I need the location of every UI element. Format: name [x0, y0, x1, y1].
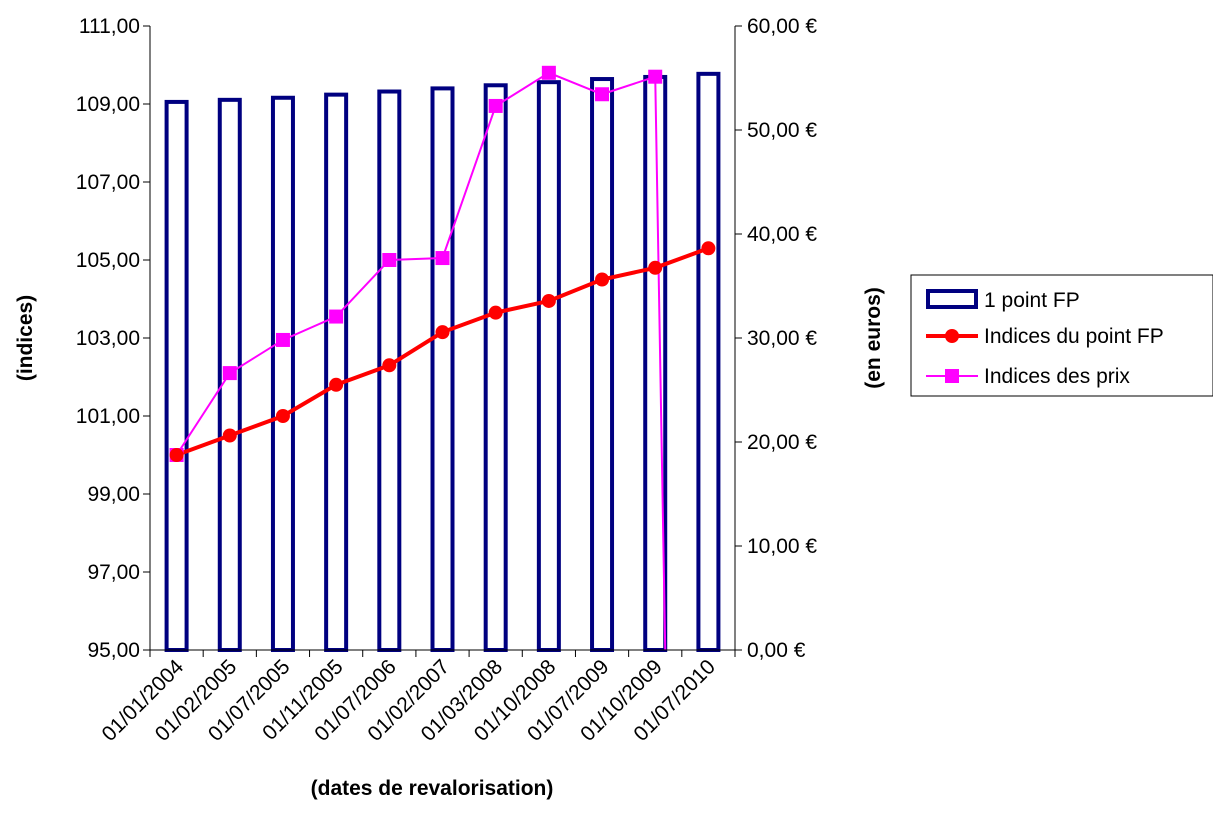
bar-point-fp	[536, 80, 561, 653]
left-tick-label: 103,00	[76, 327, 140, 350]
right-tick-label: 60,00 €	[747, 15, 817, 38]
bar-point-fp	[696, 71, 721, 652]
point-fp-index-marker	[435, 325, 450, 340]
point-fp-index-marker	[648, 260, 663, 275]
point-fp-index-marker	[541, 293, 556, 308]
bar-point-fp	[324, 92, 349, 652]
right-axis-title: (en euros)	[862, 287, 885, 389]
legend-label-magenta: Indices des prix	[984, 365, 1130, 388]
price-index-marker	[329, 309, 344, 324]
left-tick-label: 95,00	[87, 639, 140, 662]
legend-label-bar: 1 point FP	[984, 289, 1080, 312]
price-index-marker	[382, 253, 397, 267]
right-tick-label: 0,00 €	[747, 639, 806, 662]
left-tick-label: 107,00	[76, 171, 140, 194]
left-tick-label: 109,00	[76, 93, 140, 116]
bar-layer	[164, 71, 721, 653]
right-tick-label: 20,00 €	[747, 431, 817, 454]
point-fp-index-marker	[382, 358, 397, 373]
left-tick-label: 111,00	[79, 15, 140, 38]
left-tick-label: 97,00	[87, 561, 140, 584]
price-index-marker	[435, 251, 450, 266]
left-axis-title: (indices)	[14, 295, 37, 381]
legend-label-red: Indices du point FP	[984, 325, 1164, 348]
right-tick-label: 10,00 €	[747, 535, 817, 558]
point-fp-index-marker	[169, 448, 184, 462]
bar-point-fp	[483, 83, 508, 652]
legend-swatch-magenta-marker	[945, 369, 959, 383]
bar-point-fp	[643, 74, 668, 652]
price-index-marker	[488, 98, 503, 113]
bar-point-fp	[270, 95, 295, 652]
price-index-marker	[595, 87, 610, 102]
x-axis-title: (dates de revalorisation)	[311, 777, 554, 800]
bar-point-fp	[430, 86, 455, 652]
legend-swatch-red-marker	[945, 329, 959, 343]
point-fp-index-marker	[222, 428, 237, 443]
axes-layer	[143, 25, 742, 657]
left-tick-label: 99,00	[87, 483, 140, 506]
bar-point-fp	[164, 99, 189, 653]
point-fp-index-marker	[329, 377, 344, 392]
point-fp-index-marker	[701, 241, 716, 256]
point-fp-index-marker	[488, 305, 503, 320]
right-tick-label: 30,00 €	[747, 327, 817, 350]
right-tick-label: 50,00 €	[747, 119, 817, 142]
line-layer	[169, 65, 716, 651]
point-fp-index-marker	[595, 272, 610, 287]
price-index-marker	[222, 366, 237, 381]
left-tick-label: 105,00	[76, 249, 140, 272]
point-fp-index-marker	[275, 409, 290, 423]
legend: 1 point FP Indices du point FP Indices d…	[910, 274, 1213, 397]
right-tick-label: 40,00 €	[747, 223, 817, 246]
price-index-marker	[275, 332, 290, 347]
bar-point-fp	[590, 77, 615, 653]
legend-swatch-bar	[926, 289, 978, 309]
price-index-marker	[541, 65, 556, 80]
left-tick-label: 101,00	[76, 405, 140, 428]
price-index-marker	[648, 69, 663, 84]
